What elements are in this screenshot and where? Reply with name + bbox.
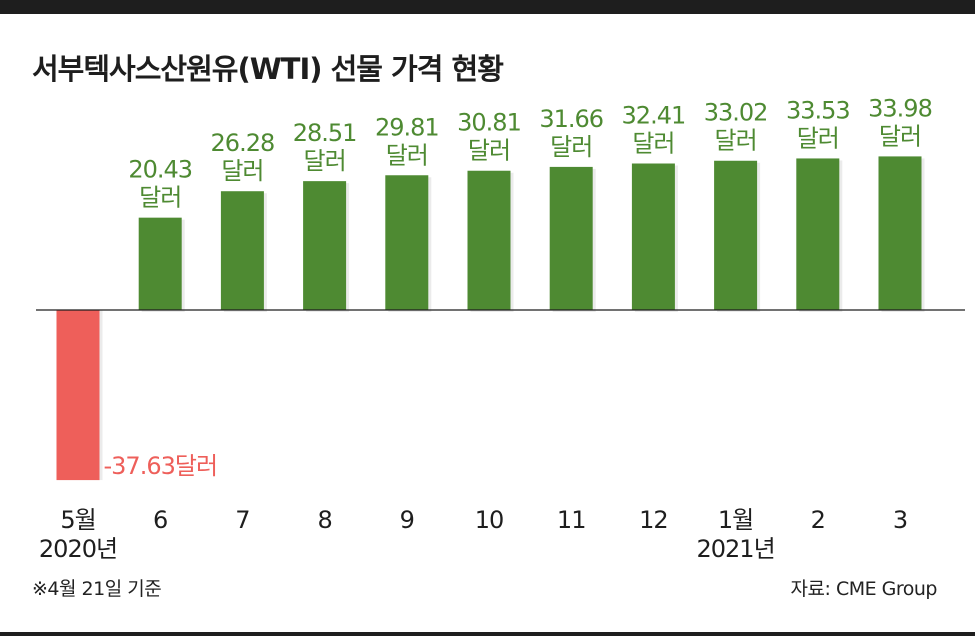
data-label-unit: 달러 [550,133,592,161]
x-year-label: 2020년 [39,535,117,563]
bar [303,181,347,310]
data-label: 33.02 [704,99,768,127]
bar [631,163,675,310]
x-tick-label: 7 [235,506,249,534]
data-label-unit: 달러 [304,147,346,175]
bar [467,170,511,310]
note-text: ※4월 21일 기준 [32,578,162,600]
x-tick-label: 5월 [60,506,95,534]
data-label-unit: 달러 [386,141,428,169]
x-tick-label: 9 [400,506,414,534]
bar [138,217,182,310]
bar [56,310,100,481]
data-label: 31.66 [539,105,603,133]
x-tick-label: 11 [557,506,586,534]
data-label: 29.81 [375,113,439,141]
data-label-unit: 달러 [797,124,839,152]
data-label: 33.98 [868,94,932,122]
data-label-unit: 달러 [468,137,510,165]
data-label: 30.81 [457,109,521,137]
x-tick-label: 1월 [718,506,753,534]
data-label-unit: 달러 [139,184,181,212]
bottom-line [0,632,975,636]
x-tick-label: 6 [153,506,167,534]
x-tick-label: 12 [639,506,668,534]
bar [796,158,840,310]
data-label-unit: 달러 [715,127,757,155]
x-tick-label: 8 [317,506,331,534]
x-year-label: 2021년 [697,535,775,563]
x-tick-label: 3 [893,506,907,534]
x-tick-label: 10 [475,506,504,534]
data-label: 32.41 [622,102,686,130]
source-text: 자료: CME Group [790,578,938,600]
bar [878,156,922,310]
x-tick-label: 2 [811,506,825,534]
data-label: 20.43 [128,156,192,184]
bar [220,191,264,310]
data-label: -37.63달러 [104,452,218,480]
data-label-unit: 달러 [632,130,674,158]
data-label: 26.28 [211,129,275,157]
top-bar [0,0,975,14]
bar [385,175,429,310]
bar [549,166,593,310]
data-label-unit: 달러 [221,157,263,185]
data-label: 33.53 [786,96,850,124]
chart-title: 서부텍사스산원유(WTI) 선물 가격 현황 [32,52,504,86]
data-label: 28.51 [293,119,357,147]
bar [714,160,758,310]
data-label-unit: 달러 [879,122,921,150]
